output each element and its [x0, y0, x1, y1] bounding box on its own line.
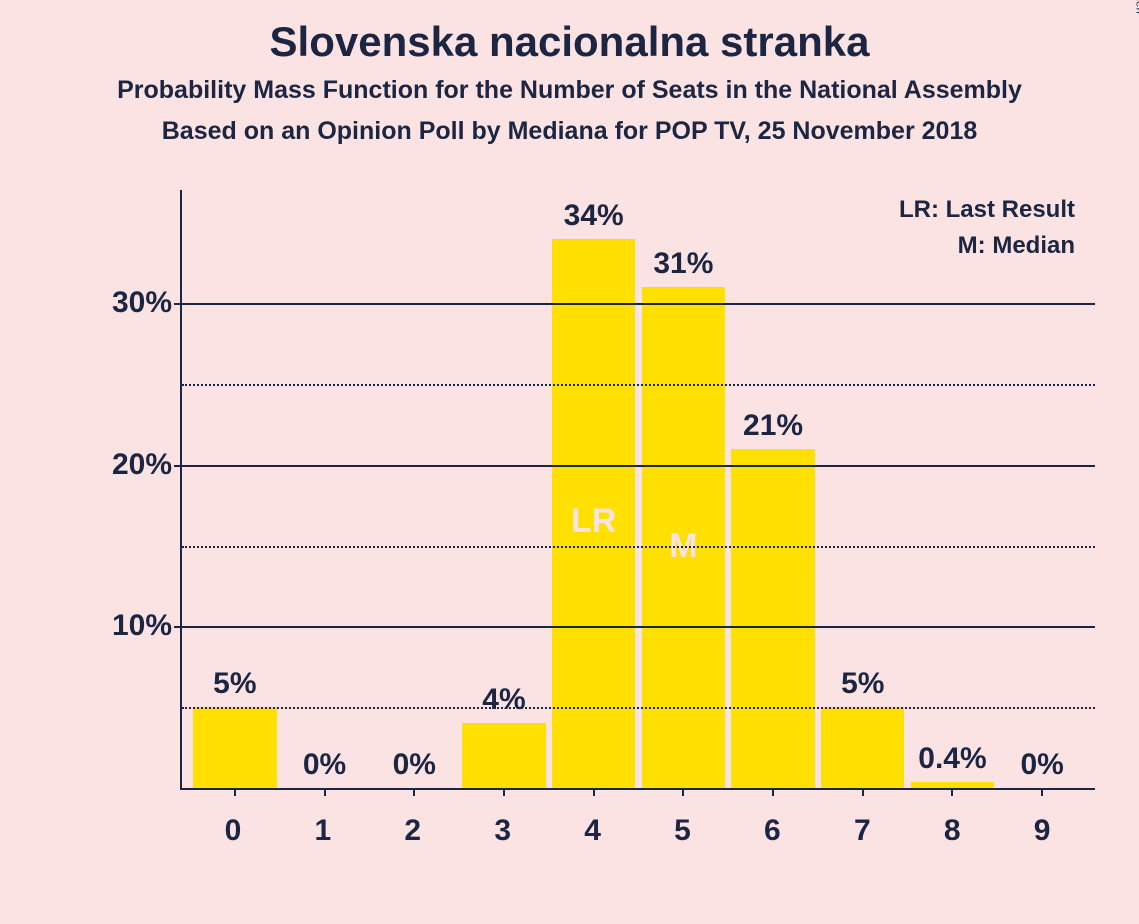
- y-tick: [174, 626, 182, 628]
- bar-column: 0.4%: [908, 190, 998, 788]
- x-axis-label: 0: [188, 800, 278, 850]
- y-tick: [174, 303, 182, 305]
- x-tick: [862, 788, 864, 796]
- bar-value-label: 0.4%: [918, 742, 986, 776]
- bar-value-label: 0%: [393, 748, 436, 782]
- copyright-text: © 2018 Filip van Laenen: [1133, 0, 1139, 14]
- bar-value-label: 4%: [482, 683, 525, 717]
- bar: 34%LR: [552, 239, 635, 789]
- bar-value-label: 5%: [841, 667, 884, 701]
- y-tick: [174, 465, 182, 467]
- chart-subtitle-2: Based on an Opinion Poll by Mediana for …: [0, 117, 1139, 146]
- bar-value-label: 0%: [303, 748, 346, 782]
- bar-mark-last-result: LR: [571, 502, 616, 541]
- bar-value-label: 31%: [653, 247, 713, 281]
- x-axis-label: 8: [907, 800, 997, 850]
- x-tick: [682, 788, 684, 796]
- bar-column: 0%: [280, 190, 370, 788]
- bar: 21%: [731, 449, 814, 788]
- bar-column: 4%: [459, 190, 549, 788]
- x-tick: [413, 788, 415, 796]
- plot-area: LR: Last Result M: Median 5%0%0%4%34%LR3…: [180, 190, 1095, 790]
- bar-value-label: 0%: [1020, 748, 1063, 782]
- x-axis-label: 1: [278, 800, 368, 850]
- bar-column: 31%M: [639, 190, 729, 788]
- bar-column: 34% LR: [549, 190, 639, 788]
- gridline-major: [182, 303, 1095, 305]
- y-axis-label: 30%: [112, 286, 172, 320]
- x-tick: [593, 788, 595, 796]
- bars-container: 5%0%0%4%34%LR31%M21%5%0.4%0%: [182, 190, 1095, 788]
- chart-area: LR: Last Result M: Median 5%0%0%4%34%LR3…: [95, 190, 1105, 850]
- x-axis-label: 2: [368, 800, 458, 850]
- bar: 5%: [193, 707, 276, 788]
- x-tick: [772, 788, 774, 796]
- gridline-minor: [182, 546, 1095, 548]
- x-tick: [234, 788, 236, 796]
- x-tick: [1041, 788, 1043, 796]
- gridline-major: [182, 626, 1095, 628]
- bar-column: 0%: [997, 190, 1087, 788]
- y-axis-label: 20%: [112, 448, 172, 482]
- x-tick: [503, 788, 505, 796]
- bar-value-label: 34%: [564, 199, 624, 233]
- x-axis-label: 7: [817, 800, 907, 850]
- bar: 31%M: [642, 287, 725, 788]
- bar-column: 0%: [369, 190, 459, 788]
- x-axis-label: 9: [997, 800, 1087, 850]
- gridline-minor: [182, 707, 1095, 709]
- x-tick: [951, 788, 953, 796]
- bar-value-label: 21%: [743, 409, 803, 443]
- chart-subtitle-1: Probability Mass Function for the Number…: [0, 76, 1139, 105]
- bar-column: 5%: [190, 190, 280, 788]
- y-axis-label: 10%: [112, 609, 172, 643]
- x-axis-label: 5: [638, 800, 728, 850]
- bar-value-label: 5%: [213, 667, 256, 701]
- bar: 0.4%: [911, 782, 994, 788]
- x-axis-label: 6: [727, 800, 817, 850]
- bar: 5%: [821, 707, 904, 788]
- chart-title: Slovenska nacionalna stranka: [0, 0, 1139, 66]
- gridline-major: [182, 465, 1095, 467]
- bar-column: 5%: [818, 190, 908, 788]
- bar-column: 21%: [728, 190, 818, 788]
- x-axis-label: 4: [548, 800, 638, 850]
- x-axis-label: 3: [458, 800, 548, 850]
- x-tick: [324, 788, 326, 796]
- bar: 4%: [462, 723, 545, 788]
- x-axis-labels: 0123456789: [180, 800, 1095, 850]
- gridline-minor: [182, 384, 1095, 386]
